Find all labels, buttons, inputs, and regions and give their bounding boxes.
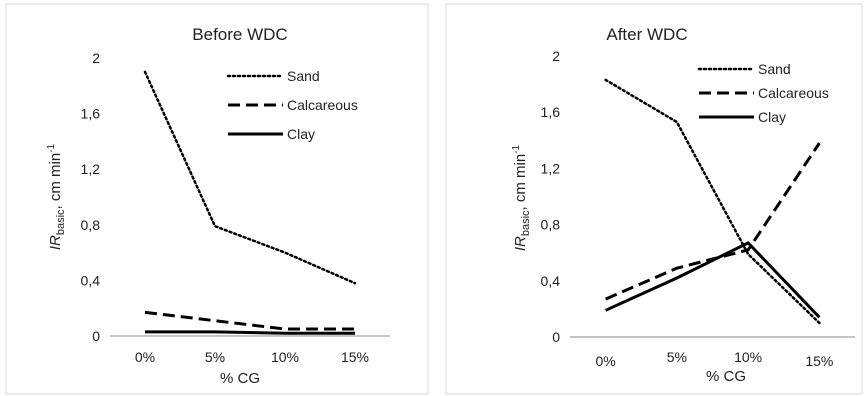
x-tick-label: 5% [667,349,687,365]
legend-label-clay: Clay [758,109,786,125]
legend-label-calcareous: Calcareous [287,97,358,113]
y-tick-label: 2 [92,50,100,66]
y-tick-label: 1,2 [81,161,101,177]
y-tick-label: 0 [92,328,100,344]
y-tick-label: 0 [552,329,560,345]
y-axis-title-sup: -1 [511,144,522,153]
series-line-sand [604,78,821,325]
y-axis-title-main: IR [47,235,64,250]
y-axis-title: IRbasic, cm min-1 [511,144,532,251]
chart-after-wdc-svg: After WDC 0 0,4 0,8 1,2 1,6 2 0% 5% 10% 15% % CG IRb… [445,3,863,395]
legend-label-calcareous: Calcareous [758,85,829,101]
chart-title: After WDC [606,25,687,44]
x-tick-label: 10% [734,349,762,365]
x-axis-title: % CG [706,368,746,385]
legend-label-clay: Clay [287,126,315,142]
y-axis-title-sup: -1 [46,143,57,152]
chart-frame [5,3,429,395]
chart-after-wdc: After WDC 0 0,4 0,8 1,2 1,6 2 0% 5% 10% 15% % CG IRb… [440,0,865,396]
y-tick-label: 2 [552,48,560,64]
y-tick-label: 1,6 [541,104,561,120]
y-axis-title: IRbasic, cm min-1 [46,143,67,250]
series-line-sand [143,70,357,285]
chart-before-wdc: Before WDC 0 0,4 0,8 1,2 1,6 2 0% 5% 10% 15% % CG IR… [0,0,430,396]
chart-title: Before WDC [192,25,287,44]
y-axis-title-unit: , cm min [512,154,529,211]
y-axis-title-sub: basic [520,210,532,236]
chart-before-wdc-svg: Before WDC 0 0,4 0,8 1,2 1,6 2 0% 5% 10% 15% % CG IR… [5,3,429,395]
legend-label-sand: Sand [287,68,320,84]
chart-frame [445,3,863,395]
series-line-calcareous [605,142,821,301]
y-axis-title-unit: , cm min [47,153,64,210]
x-axis-title: % CG [220,370,260,387]
x-tick-label: 5% [205,349,225,365]
y-tick-label: 0,8 [81,217,101,233]
series-line-clay [145,330,355,335]
y-tick-label: 1,6 [81,106,101,122]
series-line-clay [605,241,821,319]
x-tick-label: 0% [135,349,155,365]
x-tick-label: 10% [271,349,299,365]
x-tick-label: 0% [596,353,616,369]
y-tick-label: 1,2 [541,160,561,176]
y-tick-label: 0,4 [81,272,101,288]
y-tick-label: 0,8 [541,217,561,233]
y-axis-title-main: IR [512,236,529,251]
series-line-calcareous [144,310,355,331]
x-tick-label: 15% [805,353,833,369]
y-axis-title-sub: basic [55,209,67,235]
legend-label-sand: Sand [758,61,791,77]
x-tick-label: 15% [341,349,369,365]
y-tick-label: 0,4 [541,273,561,289]
